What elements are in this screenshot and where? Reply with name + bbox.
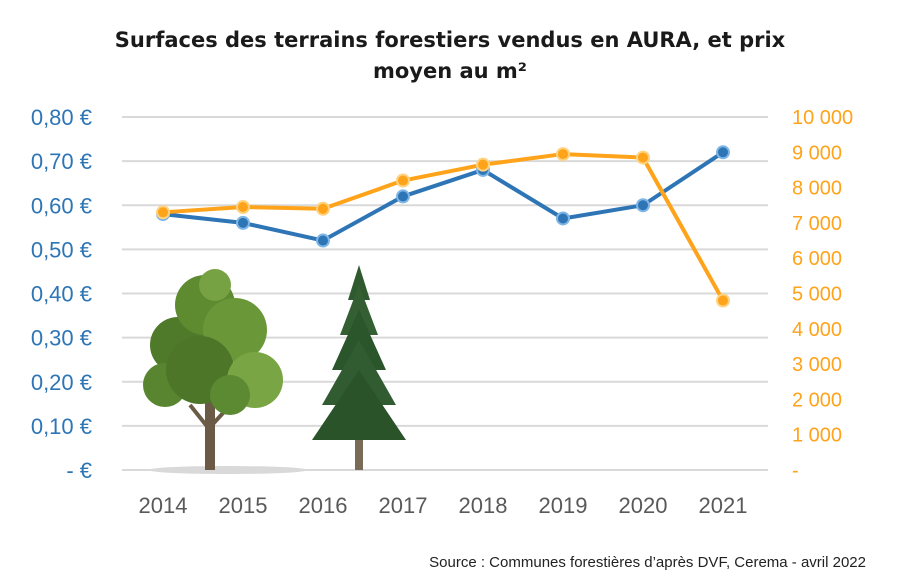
data-point-right	[556, 147, 570, 162]
tree-shadow	[148, 466, 308, 474]
series-line-right	[162, 152, 725, 302]
right-tick-label: 6 000	[792, 248, 842, 270]
right-tick-label: 5 000	[792, 284, 842, 306]
x-tick-label: 2021	[699, 493, 748, 518]
right-tick-label: 3 000	[792, 354, 842, 376]
left-axis-ticks: - € 0,10 € 0,20 € 0,30 € 0,40 € 0,50 € 0,60 € 0…	[31, 105, 92, 483]
right-tick-label: 10 000	[792, 107, 853, 129]
right-tick-label: 1 000	[792, 425, 842, 447]
left-tick-label: 0,20 €	[31, 370, 92, 395]
x-axis-ticks: 2014 2015 2016 2017 2018 2019 2020 2021	[139, 493, 748, 518]
right-tick-label: 9 000	[792, 142, 842, 164]
data-point-right	[236, 200, 250, 215]
left-tick-label: 0,80 €	[31, 105, 92, 130]
trees-illustration	[143, 265, 406, 474]
right-tick-label: -	[792, 460, 799, 482]
x-tick-label: 2018	[459, 493, 508, 518]
left-tick-label: 0,50 €	[31, 237, 92, 262]
right-axis-ticks: - 1 000 2 000 3 000 4 000 5 000 6 000 7 000 8 00…	[792, 107, 853, 482]
chart-title-line-1: Surfaces des terrains forestiers vendus …	[115, 28, 786, 52]
data-point-right	[716, 293, 730, 308]
x-tick-label: 2020	[619, 493, 668, 518]
chart-source: Source : Communes forestières d’après DV…	[429, 554, 866, 571]
series-lines	[162, 150, 725, 302]
data-point-left	[236, 215, 250, 230]
data-point-left	[316, 233, 330, 248]
chart-title-line-2: moyen au m²	[373, 59, 527, 83]
right-tick-label: 4 000	[792, 319, 842, 341]
x-tick-label: 2019	[539, 493, 588, 518]
data-point-right	[476, 157, 490, 172]
right-tick-label: 2 000	[792, 389, 842, 411]
data-point-left	[556, 211, 570, 226]
data-point-left	[716, 145, 730, 160]
left-tick-label: - €	[66, 458, 92, 483]
left-tick-label: 0,40 €	[31, 282, 92, 307]
x-tick-label: 2017	[379, 493, 428, 518]
left-tick-label: 0,60 €	[31, 193, 92, 218]
data-point-right	[156, 205, 170, 220]
fir-tree-icon	[312, 265, 406, 470]
data-point-right	[636, 150, 650, 165]
data-point-right	[396, 173, 410, 188]
x-tick-label: 2014	[139, 493, 188, 518]
right-tick-label: 7 000	[792, 213, 842, 235]
left-tick-label: 0,30 €	[31, 326, 92, 351]
x-tick-label: 2015	[219, 493, 268, 518]
data-point-left	[396, 189, 410, 204]
data-point-right	[316, 201, 330, 216]
x-tick-label: 2016	[299, 493, 348, 518]
data-point-left	[636, 198, 650, 213]
right-tick-label: 8 000	[792, 178, 842, 200]
deciduous-tree-icon	[143, 269, 283, 470]
left-tick-label: 0,10 €	[31, 414, 92, 439]
series-line-left	[162, 150, 725, 243]
series-points	[156, 145, 730, 308]
left-tick-label: 0,70 €	[31, 149, 92, 174]
